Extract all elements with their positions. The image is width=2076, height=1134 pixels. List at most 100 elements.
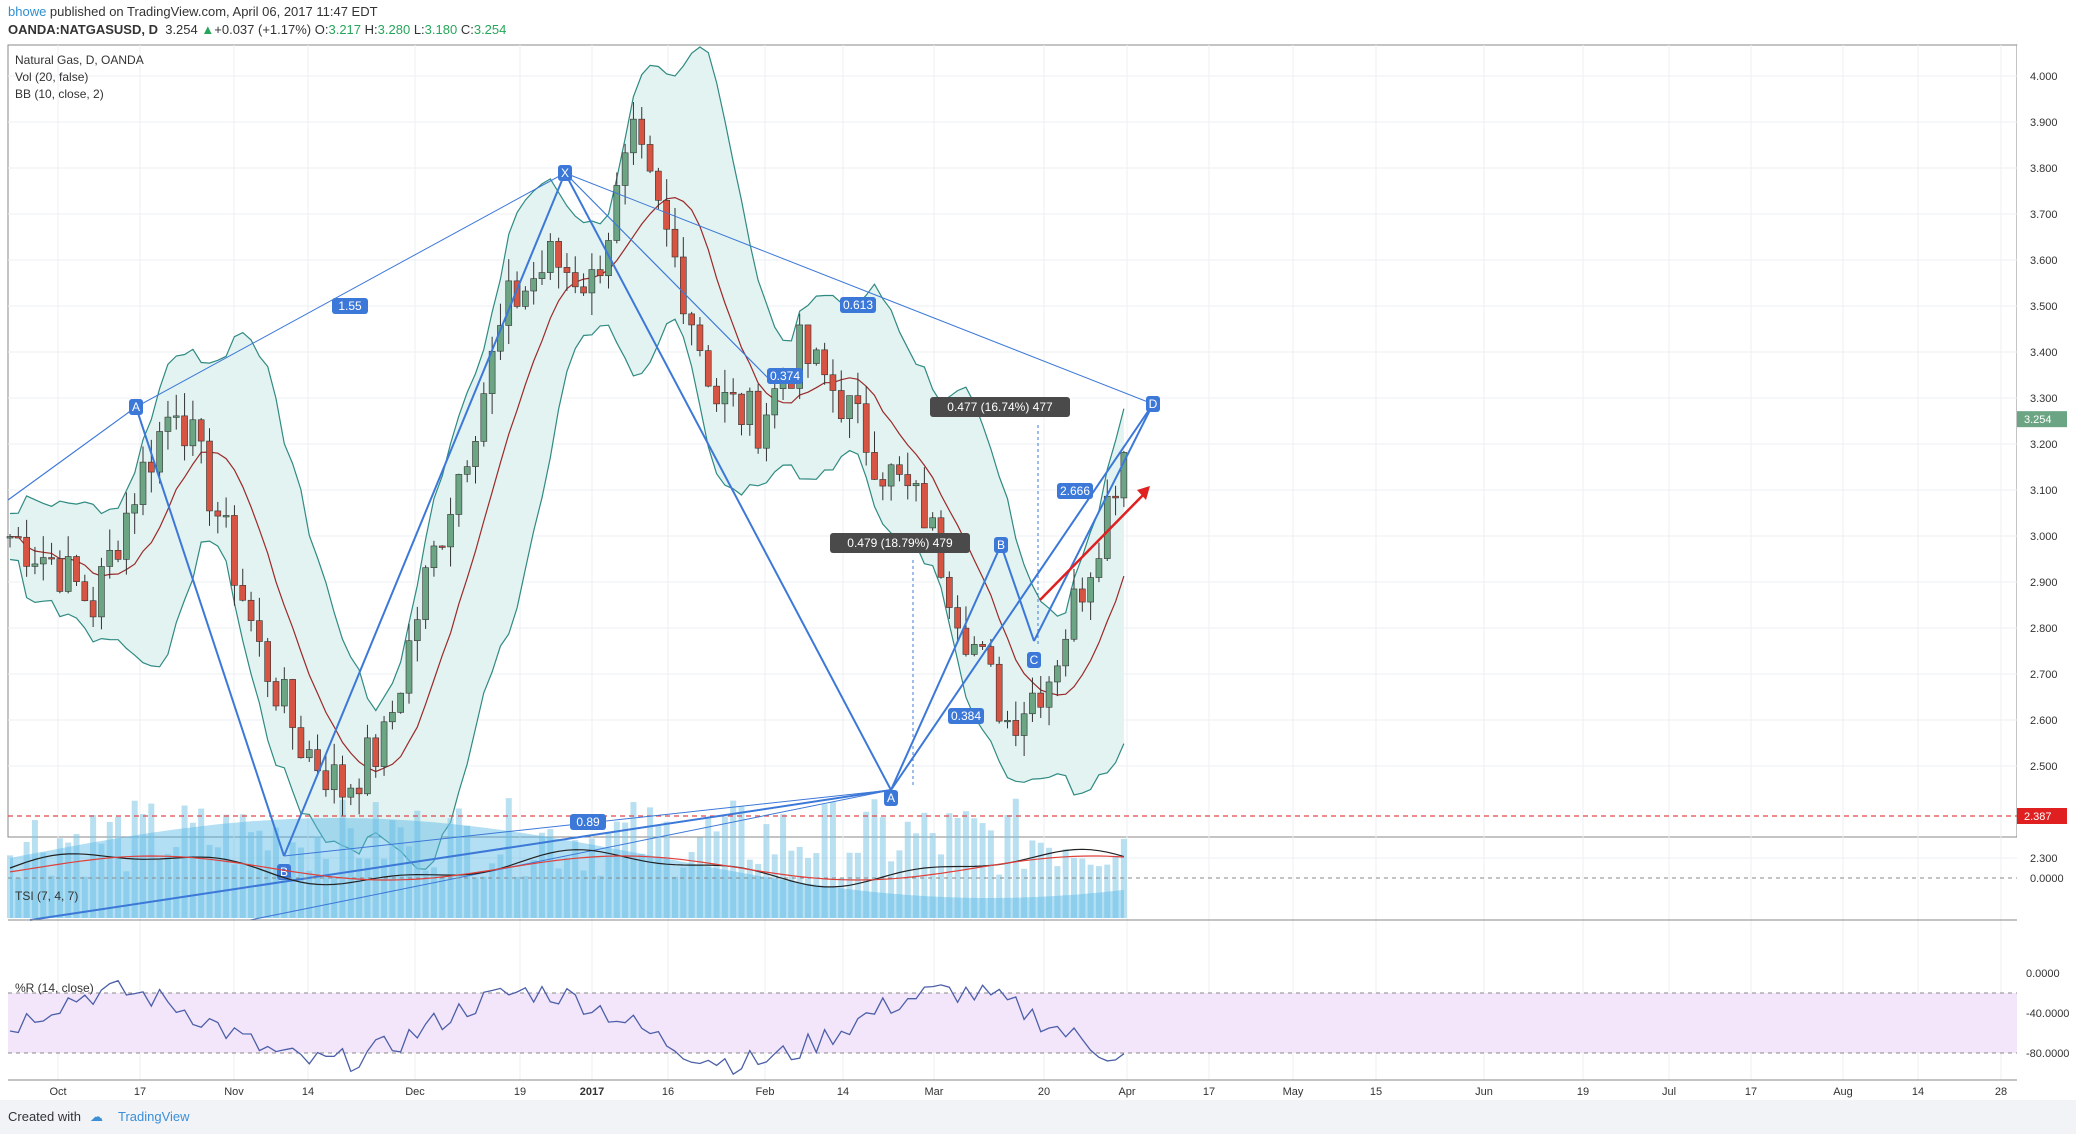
pattern-label: 0.374 bbox=[770, 369, 800, 383]
candle-body bbox=[979, 644, 986, 647]
candle-body bbox=[6, 536, 14, 539]
candle-body bbox=[189, 419, 197, 447]
price-tick-label: 3.900 bbox=[2030, 117, 2058, 129]
volume-bar bbox=[356, 858, 363, 918]
volume-bar bbox=[530, 859, 537, 918]
publish-line: bhowe published on TradingView.com, Apri… bbox=[8, 4, 378, 19]
candle-body bbox=[380, 721, 388, 767]
volume-bar bbox=[281, 870, 288, 918]
price-axis[interactable]: 4.000 3.900 3.800 3.700 3.600 3.500 3.400 3.300… bbox=[2017, 45, 2076, 1080]
candle-body bbox=[463, 466, 471, 475]
pattern-label: 0.477 (16.74%) 477 bbox=[947, 400, 1053, 414]
tsi-title: TSI (7, 4, 7) bbox=[15, 889, 78, 903]
volume-bar bbox=[821, 804, 828, 918]
pattern-label: B bbox=[280, 865, 288, 879]
candle-body bbox=[281, 679, 288, 707]
candle-body bbox=[879, 479, 887, 487]
candle-body bbox=[663, 200, 670, 230]
wr-tick-label: -80.0000 bbox=[2026, 1048, 2069, 1060]
price-tick-label: 3.700 bbox=[2030, 209, 2058, 221]
pattern-label: 0.613 bbox=[843, 298, 873, 312]
candle-body bbox=[430, 545, 438, 569]
pattern-line bbox=[564, 172, 771, 381]
volume-bar bbox=[181, 805, 188, 918]
candle-body bbox=[31, 563, 39, 567]
volume-bar bbox=[389, 820, 396, 918]
candle-body bbox=[447, 514, 454, 548]
candle-body bbox=[181, 415, 188, 447]
volume-bar bbox=[829, 802, 836, 918]
volume-bar bbox=[1054, 866, 1061, 918]
candle-body bbox=[422, 567, 429, 620]
volume-bar bbox=[979, 823, 986, 918]
time-tick-label: Jun bbox=[1475, 1086, 1493, 1098]
candle-body bbox=[1054, 665, 1061, 683]
volume-bar bbox=[331, 877, 338, 918]
volume-bar bbox=[497, 854, 504, 918]
candle-body bbox=[763, 414, 770, 449]
candle-body bbox=[472, 441, 479, 467]
time-tick-label: 14 bbox=[837, 1086, 849, 1098]
created-with-label: Created with bbox=[8, 1109, 81, 1124]
price-tick-label: 2.800 bbox=[2030, 623, 2058, 635]
time-tick-label: 19 bbox=[1577, 1086, 1589, 1098]
candle-body bbox=[821, 349, 828, 376]
close-value: 3.254 bbox=[473, 22, 507, 37]
candle-body bbox=[56, 558, 64, 592]
candle-body bbox=[646, 144, 654, 172]
volume-bar bbox=[1062, 849, 1069, 918]
volume-bar bbox=[31, 820, 38, 918]
time-axis[interactable]: Oct 17 Nov 14 Dec 19 2017 16 Feb 14 Mar 20 Apr 17 May 1… bbox=[49, 1086, 2007, 1098]
pattern-label-bg bbox=[1027, 652, 1041, 668]
candle-body bbox=[23, 536, 30, 567]
price-tick-label: 3.100 bbox=[2030, 485, 2058, 497]
candle-body bbox=[164, 416, 172, 432]
tradingview-link[interactable]: TradingView bbox=[118, 1109, 190, 1124]
candle-body bbox=[571, 272, 579, 288]
candle-body bbox=[89, 600, 97, 618]
candle-body bbox=[106, 550, 114, 567]
price-change: +0.037 (+1.17%) bbox=[214, 22, 312, 37]
volume-bar bbox=[904, 821, 911, 918]
candle-body bbox=[580, 286, 587, 294]
candle-body bbox=[364, 737, 371, 795]
pattern-label-bg bbox=[129, 399, 143, 415]
candle-body bbox=[513, 280, 521, 307]
candle-body bbox=[372, 737, 380, 767]
volume-bar bbox=[854, 852, 861, 918]
price-tick-label: 3.400 bbox=[2030, 347, 2058, 359]
time-tick-label: 2017 bbox=[580, 1086, 604, 1098]
volume-bar bbox=[1079, 858, 1086, 918]
volume-bar bbox=[23, 841, 30, 918]
hline-label: 2.387 bbox=[2024, 811, 2052, 823]
chart-area[interactable]: X A B A B C D 1.55 0.613 0.374 2.666 0.384 0.89 0.477… bbox=[0, 40, 2076, 1100]
candle-body bbox=[114, 550, 122, 560]
candle-body bbox=[156, 431, 163, 473]
volume-bar bbox=[406, 846, 412, 918]
candles bbox=[6, 102, 1128, 817]
time-tick-label: 17 bbox=[1203, 1086, 1215, 1098]
candle-body bbox=[813, 349, 820, 364]
volume-bar bbox=[514, 876, 521, 918]
candle-body bbox=[896, 464, 903, 475]
volume-bar bbox=[921, 812, 928, 918]
candle-body bbox=[64, 556, 72, 592]
volume-bar bbox=[771, 854, 778, 918]
author-link[interactable]: bhowe bbox=[8, 4, 47, 19]
time-tick-label: May bbox=[1283, 1086, 1304, 1098]
candle-body bbox=[289, 679, 296, 728]
volume-bar bbox=[755, 863, 762, 918]
candle-body bbox=[330, 764, 338, 791]
bollinger-band-fill bbox=[10, 47, 1124, 870]
volume-bar bbox=[622, 822, 629, 918]
volume-bar bbox=[505, 798, 512, 918]
volume-bar bbox=[40, 852, 47, 918]
chart-svg[interactable]: X A B A B C D 1.55 0.613 0.374 2.666 0.384 0.89 0.477… bbox=[0, 40, 2076, 1100]
candle-body bbox=[1070, 588, 1078, 640]
candle-body bbox=[871, 452, 878, 480]
pattern-label-bg bbox=[884, 790, 898, 806]
time-tick-label: 15 bbox=[1370, 1086, 1382, 1098]
volume-bar bbox=[572, 840, 579, 918]
candle-body bbox=[322, 770, 330, 791]
volume-bar bbox=[106, 821, 113, 918]
